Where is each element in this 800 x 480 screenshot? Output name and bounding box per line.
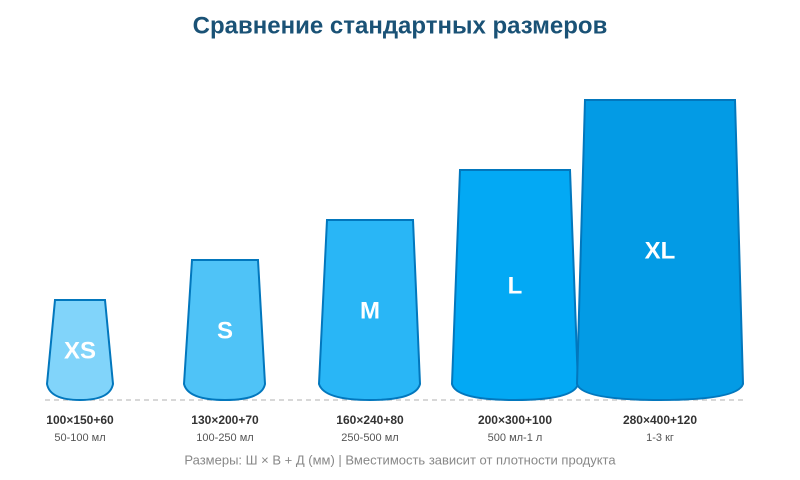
bag-shape	[450, 169, 580, 402]
dimensions: 100×150+60	[46, 413, 114, 427]
capacity: 500 мл-1 л	[488, 432, 543, 444]
capacity: 1-3 кг	[646, 432, 674, 444]
title: Сравнение стандартных размеров	[193, 12, 608, 39]
size-label: XS	[64, 337, 96, 364]
capacity: 100-250 мл	[196, 432, 253, 444]
dimensions: 130×200+70	[191, 413, 259, 427]
size-label: S	[217, 317, 233, 344]
capacity: 250-500 мл	[341, 432, 398, 444]
size-label: M	[360, 297, 380, 324]
size-label: XL	[645, 237, 676, 264]
dimensions: 280×400+120	[623, 413, 697, 427]
bag-shape	[317, 219, 422, 402]
bag-shape	[575, 99, 745, 402]
footnote: Размеры: Ш × В + Д (мм) | Вместимость за…	[184, 452, 616, 467]
capacity: 50-100 мл	[54, 432, 105, 444]
bag-shape	[182, 259, 267, 402]
dimensions: 160×240+80	[336, 413, 404, 427]
size-label: L	[508, 272, 523, 299]
dimensions: 200×300+100	[478, 413, 552, 427]
bag-shape	[45, 299, 115, 402]
